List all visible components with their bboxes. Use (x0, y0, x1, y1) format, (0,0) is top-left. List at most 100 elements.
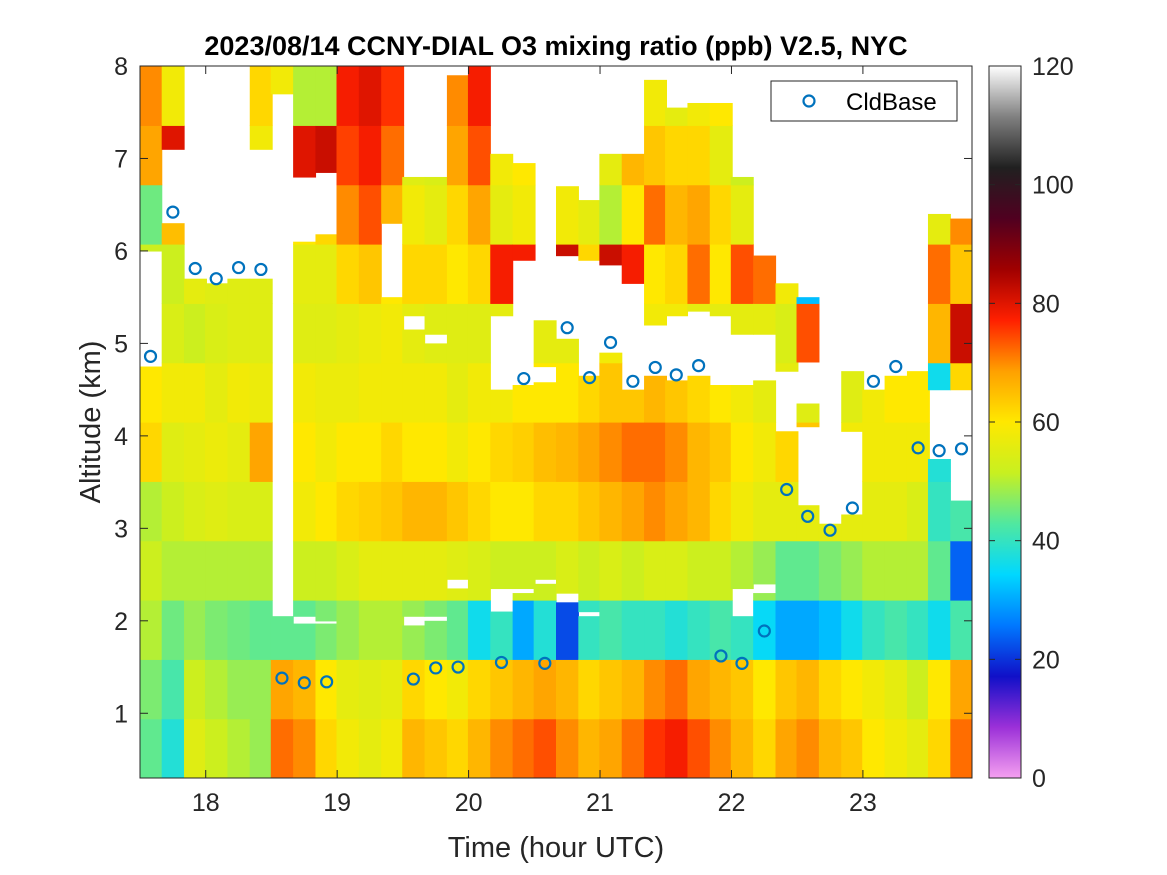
heatmap-cell (205, 540, 228, 601)
heatmap-cell (775, 303, 799, 364)
legend-box (770, 80, 958, 122)
heatmap-cell (490, 153, 514, 186)
heatmap-cell (161, 718, 185, 778)
heatmap-cell (644, 540, 667, 601)
heatmap-cell (621, 184, 645, 245)
legend-marker (802, 94, 816, 108)
heatmap-cell (687, 422, 711, 482)
heatmap-cell (315, 540, 339, 601)
heatmap-cell (578, 244, 602, 261)
heatmap-cell (818, 600, 842, 660)
heatmap-cell (381, 540, 405, 601)
heatmap-cell (644, 303, 667, 326)
heatmap-cell (381, 66, 405, 126)
heatmap-cell (730, 422, 754, 482)
heatmap-cell (402, 362, 426, 423)
y-tick-label: 3 (114, 515, 128, 543)
heatmap-cell (818, 540, 842, 601)
heatmap-cell (446, 125, 470, 186)
heatmap-cell (556, 362, 579, 423)
heatmap-cell (336, 362, 360, 423)
heatmap-cell (140, 422, 163, 482)
heatmap-cell (621, 481, 645, 542)
heatmap-cell (490, 244, 514, 304)
heatmap-cell (336, 481, 360, 542)
heatmap-cell (665, 659, 689, 720)
y-tick-label: 4 (114, 423, 128, 451)
heatmap-cell (730, 718, 754, 778)
heatmap-cell (315, 422, 339, 482)
heatmap-cell (599, 481, 623, 542)
heatmap-cell (687, 303, 711, 312)
cloud-base-point (517, 371, 531, 386)
heatmap-cell (950, 362, 972, 391)
heatmap-cell (381, 600, 405, 660)
heatmap-cell (841, 718, 865, 778)
heatmap-cells (140, 66, 972, 778)
heatmap-cell (402, 422, 426, 482)
heatmap-cell (446, 659, 470, 720)
heatmap-cell (753, 593, 777, 601)
y-tick-label: 1 (114, 700, 128, 728)
heatmap-cell (293, 422, 317, 482)
heatmap-cell (950, 718, 972, 778)
heatmap-cell (775, 481, 799, 542)
heatmap-cell (227, 481, 251, 542)
heatmap-cell (796, 303, 820, 363)
heatmap-cell (424, 303, 448, 335)
heatmap-cell (205, 659, 228, 720)
colorbar-ticks: 0 20 40 60 80 100 120 (989, 53, 1074, 793)
heatmap-cell (753, 540, 777, 585)
heatmap-cell (161, 481, 185, 542)
heatmap-cell (533, 362, 557, 368)
heatmap-cell (381, 297, 405, 304)
heatmap-cell (512, 600, 536, 660)
heatmap-cell (512, 718, 536, 778)
heatmap-cell (687, 600, 711, 660)
heatmap-cell (205, 362, 228, 423)
heatmap-cell (140, 184, 163, 245)
heatmap-cell (665, 481, 689, 542)
heatmap-cell (293, 481, 317, 542)
heatmap-cell (161, 659, 185, 720)
chart-title: 2023/08/14 CCNY-DIAL O3 mixing ratio (pp… (204, 31, 907, 61)
heatmap-cell (927, 244, 951, 304)
heatmap-cell (796, 297, 820, 304)
heatmap-cell (490, 659, 514, 720)
heatmap-cell (775, 431, 799, 482)
heatmap-cell (841, 600, 865, 660)
heatmap-cell (862, 389, 886, 423)
heatmap-cell (862, 422, 886, 482)
heatmap-cell (730, 244, 754, 304)
heatmap-cell (950, 303, 972, 364)
heatmap-cell (599, 600, 623, 660)
cloud-base-point (582, 371, 597, 385)
legend-label: CldBase (846, 89, 937, 116)
heatmap-cell (599, 362, 623, 423)
heatmap-cell (161, 125, 185, 150)
heatmap-cell (227, 422, 251, 482)
heatmap-cell (184, 362, 207, 423)
heatmap-cell (140, 244, 163, 252)
heatmap-cell (665, 540, 689, 601)
heatmap-cell (796, 403, 820, 423)
heatmap-cell (140, 125, 163, 186)
heatmap-cell (205, 422, 228, 482)
heatmap-cell (578, 481, 602, 542)
heatmap-cell (249, 303, 273, 364)
colorbar-tick-label: 0 (1032, 765, 1046, 793)
heatmap-cell (709, 102, 733, 126)
heatmap-cell (205, 283, 228, 304)
heatmap-cell (533, 382, 557, 423)
y-tick-label: 8 (114, 53, 128, 81)
heatmap-cell (644, 244, 667, 304)
heatmap-cell (884, 659, 908, 720)
heatmap-cell (730, 659, 754, 720)
heatmap-cell (315, 303, 339, 364)
heatmap-cell (621, 389, 645, 423)
colorbar-tick-label: 40 (1032, 528, 1060, 556)
heatmap-cell (336, 66, 360, 126)
heatmap-cell (950, 500, 972, 542)
heatmap-cell (841, 371, 865, 423)
heatmap-cell (381, 362, 405, 423)
